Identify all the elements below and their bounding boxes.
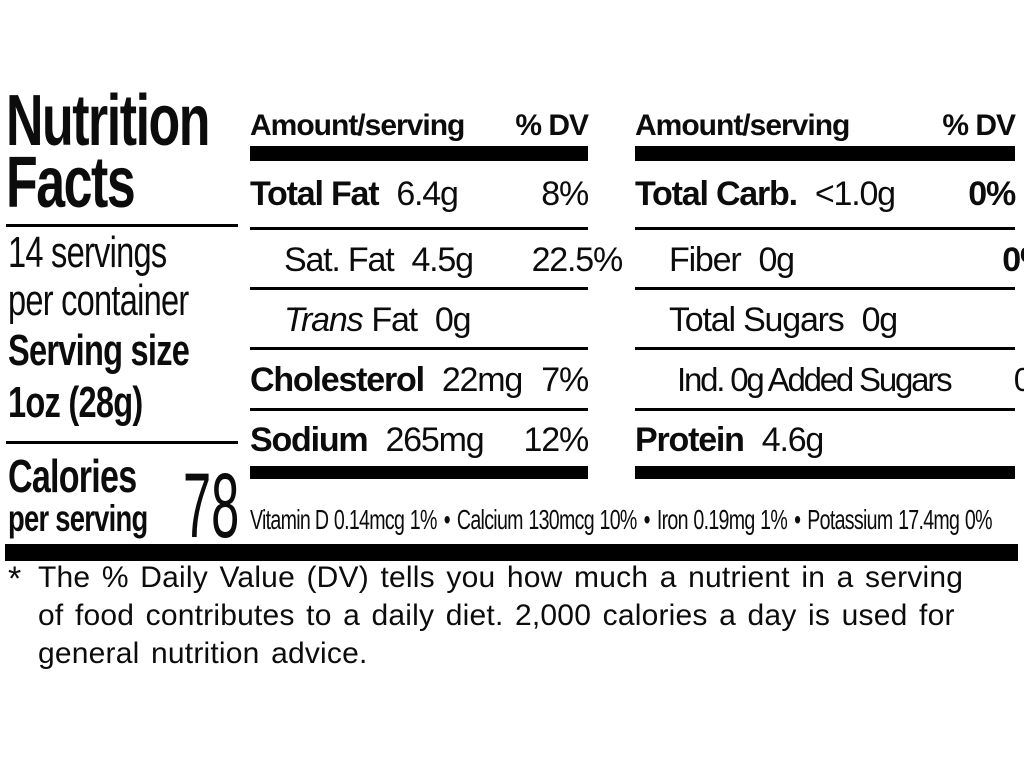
trans-fat-label-italic: Trans: [284, 300, 364, 339]
row-fiber: Fiber 0g 0%: [635, 232, 1024, 288]
calcium-amount: 130mcg: [528, 504, 594, 535]
row-added-sugars: Ind. 0g Added Sugars 0%: [635, 352, 1024, 408]
total-carb-amount: <1.0g: [814, 174, 896, 213]
row-cholesterol: Cholesterol 22mg 7%: [250, 352, 589, 408]
sodium-amount: 265mg: [385, 420, 484, 459]
sodium-dv: 12%: [523, 420, 590, 459]
iron-dv: 1%: [760, 504, 788, 535]
col1-header: Amount/serving % DV: [250, 106, 589, 146]
col2-header-amount: Amount/serving: [635, 109, 850, 142]
total-fat-label: Total Fat: [250, 174, 380, 213]
fiber-amount: 0g: [758, 240, 795, 279]
col1-bottom-bar: [250, 466, 588, 479]
calories-label: Calories: [8, 450, 137, 502]
footnote-line2: of food contributes to a daily diet. 2,0…: [38, 599, 955, 632]
col2-rule-2: [635, 287, 1015, 290]
potassium-dv: 0%: [964, 504, 993, 535]
trans-fat-label: Fat: [371, 300, 418, 339]
vitamin-d-amount: 0.14mcg: [333, 504, 405, 535]
bullet-separator: •: [643, 504, 651, 535]
servings-per-container-line2: per container: [8, 276, 189, 325]
cholesterol-label: Cholesterol: [250, 360, 425, 399]
label-title-line2: Facts: [6, 143, 136, 223]
footnote-text: The % Daily Value (DV) tells you how muc…: [38, 559, 963, 673]
row-trans-fat: Trans Fat 0g: [250, 292, 622, 348]
total-carb-label: Total Carb.: [635, 174, 798, 213]
col2-header-dv: % DV: [942, 109, 1016, 142]
total-sugars-label: Total Sugars: [669, 300, 845, 339]
col1-header-bar: [250, 146, 588, 161]
vitamin-d-label: Vitamin D: [250, 504, 329, 535]
row-total-carb: Total Carb. <1.0g 0%: [635, 166, 1016, 222]
calcium-label: Calcium: [456, 504, 524, 535]
bullet-separator: •: [794, 504, 801, 535]
calories-per-serving-label: per serving: [8, 498, 148, 539]
footnote-divider-bar: [5, 544, 1018, 561]
added-sugars-dv: 0%: [1013, 361, 1024, 398]
added-sugars-label: Ind. 0g Added Sugars: [677, 361, 953, 398]
col2-bottom-bar: [635, 466, 1015, 479]
col2-rule-3: [635, 347, 1015, 350]
vitamin-d-dv: 1%: [409, 504, 438, 535]
col1-rule-1: [250, 227, 588, 230]
servings-per-container-line1: 14 servings: [8, 228, 167, 277]
iron-amount: 0.19mg: [693, 504, 755, 535]
col1-header-amount: Amount/serving: [250, 109, 465, 142]
total-fat-amount: 6.4g: [396, 174, 459, 213]
total-sugars-amount: 0g: [861, 300, 899, 339]
row-total-sugars: Total Sugars 0g: [635, 292, 1024, 348]
col2-header-bar: [635, 146, 1015, 161]
label-title: Nutrition Facts: [6, 81, 210, 223]
left-divider-top: [6, 224, 238, 227]
total-fat-dv: 8%: [541, 174, 589, 213]
potassium-amount: 17.4mg: [898, 504, 960, 535]
left-divider-bottom: [6, 441, 238, 444]
col1-header-dv: % DV: [515, 109, 589, 142]
fiber-label: Fiber: [669, 240, 742, 279]
col1-rule-4: [250, 408, 588, 411]
footnote-asterisk: *: [8, 560, 22, 598]
fiber-dv: 0%: [1002, 240, 1024, 279]
micronutrients-line: Vitamin D 0.14mcg 1% • Calcium 130mcg 10% • Iron…: [250, 494, 1021, 546]
cholesterol-amount: 22mg: [441, 360, 523, 399]
calories-value: 78: [183, 455, 240, 557]
serving-size-value: 1oz (28g): [8, 378, 143, 427]
footnote-line3: general nutrition advice.: [38, 637, 368, 670]
calcium-dv: 10%: [599, 504, 638, 535]
footnote-line1: The % Daily Value (DV) tells you how muc…: [38, 561, 964, 594]
sat-fat-dv: 22.5%: [531, 240, 624, 279]
trans-fat-amount: 0g: [434, 300, 472, 339]
col2-rule-4: [635, 408, 1015, 411]
label-title-line1: Nutrition: [6, 81, 210, 161]
col2-header: Amount/serving % DV: [635, 106, 1016, 146]
sat-fat-label: Sat. Fat: [284, 240, 395, 279]
row-total-fat: Total Fat 6.4g 8%: [250, 166, 589, 222]
col2-rule-1: [635, 227, 1015, 230]
col1-rule-3: [250, 347, 588, 350]
row-protein: Protein 4.6g: [635, 412, 1015, 468]
protein-amount: 4.6g: [761, 420, 825, 459]
iron-label: Iron: [656, 504, 689, 535]
serving-size-label: Serving size: [8, 326, 190, 375]
cholesterol-dv: 7%: [541, 360, 589, 399]
row-sat-fat: Sat. Fat 4.5g 22.5%: [250, 232, 624, 288]
potassium-label: Potassium: [807, 504, 893, 535]
total-carb-dv: 0%: [968, 174, 1016, 213]
row-sodium: Sodium 265mg 12%: [250, 412, 590, 468]
bullet-separator: •: [443, 504, 451, 535]
col1-rule-2: [250, 287, 588, 290]
protein-label: Protein: [635, 420, 745, 459]
sat-fat-amount: 4.5g: [411, 240, 474, 279]
sodium-label: Sodium: [250, 420, 369, 459]
